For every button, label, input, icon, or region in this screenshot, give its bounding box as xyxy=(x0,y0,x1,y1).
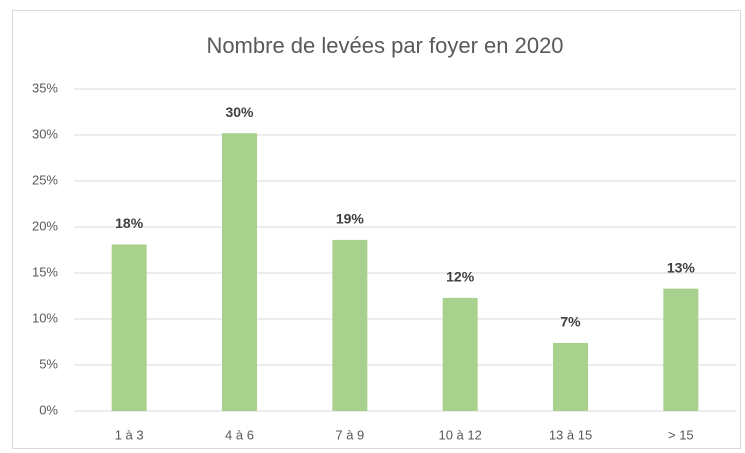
value-label: 18% xyxy=(115,215,144,231)
bar xyxy=(222,133,257,411)
chart-title: Nombre de levées par foyer en 2020 xyxy=(206,33,563,58)
x-tick-label: 7 à 9 xyxy=(335,427,364,442)
y-tick-label: 10% xyxy=(32,310,58,325)
x-tick-label: 4 à 6 xyxy=(225,427,254,442)
bar xyxy=(553,342,588,411)
x-tick-label: 13 à 15 xyxy=(549,427,592,442)
x-tick-label: 1 à 3 xyxy=(115,427,144,442)
y-tick-label: 20% xyxy=(32,218,58,233)
value-label: 7% xyxy=(560,314,581,330)
value-label: 13% xyxy=(667,259,696,275)
bar xyxy=(663,288,699,411)
x-tick-label: 10 à 12 xyxy=(438,427,481,442)
bar xyxy=(332,239,368,411)
y-tick-label: 15% xyxy=(32,264,58,279)
value-label: 12% xyxy=(446,269,475,285)
bar xyxy=(442,297,478,411)
y-tick-label: 5% xyxy=(39,356,58,371)
bar xyxy=(111,244,147,411)
value-label: 19% xyxy=(336,211,365,227)
y-tick-label: 0% xyxy=(39,402,58,417)
x-tick-label: > 15 xyxy=(668,427,694,442)
y-tick-label: 35% xyxy=(32,80,58,95)
y-tick-label: 30% xyxy=(32,126,58,141)
y-tick-label: 25% xyxy=(32,172,58,187)
value-label: 30% xyxy=(225,104,254,120)
